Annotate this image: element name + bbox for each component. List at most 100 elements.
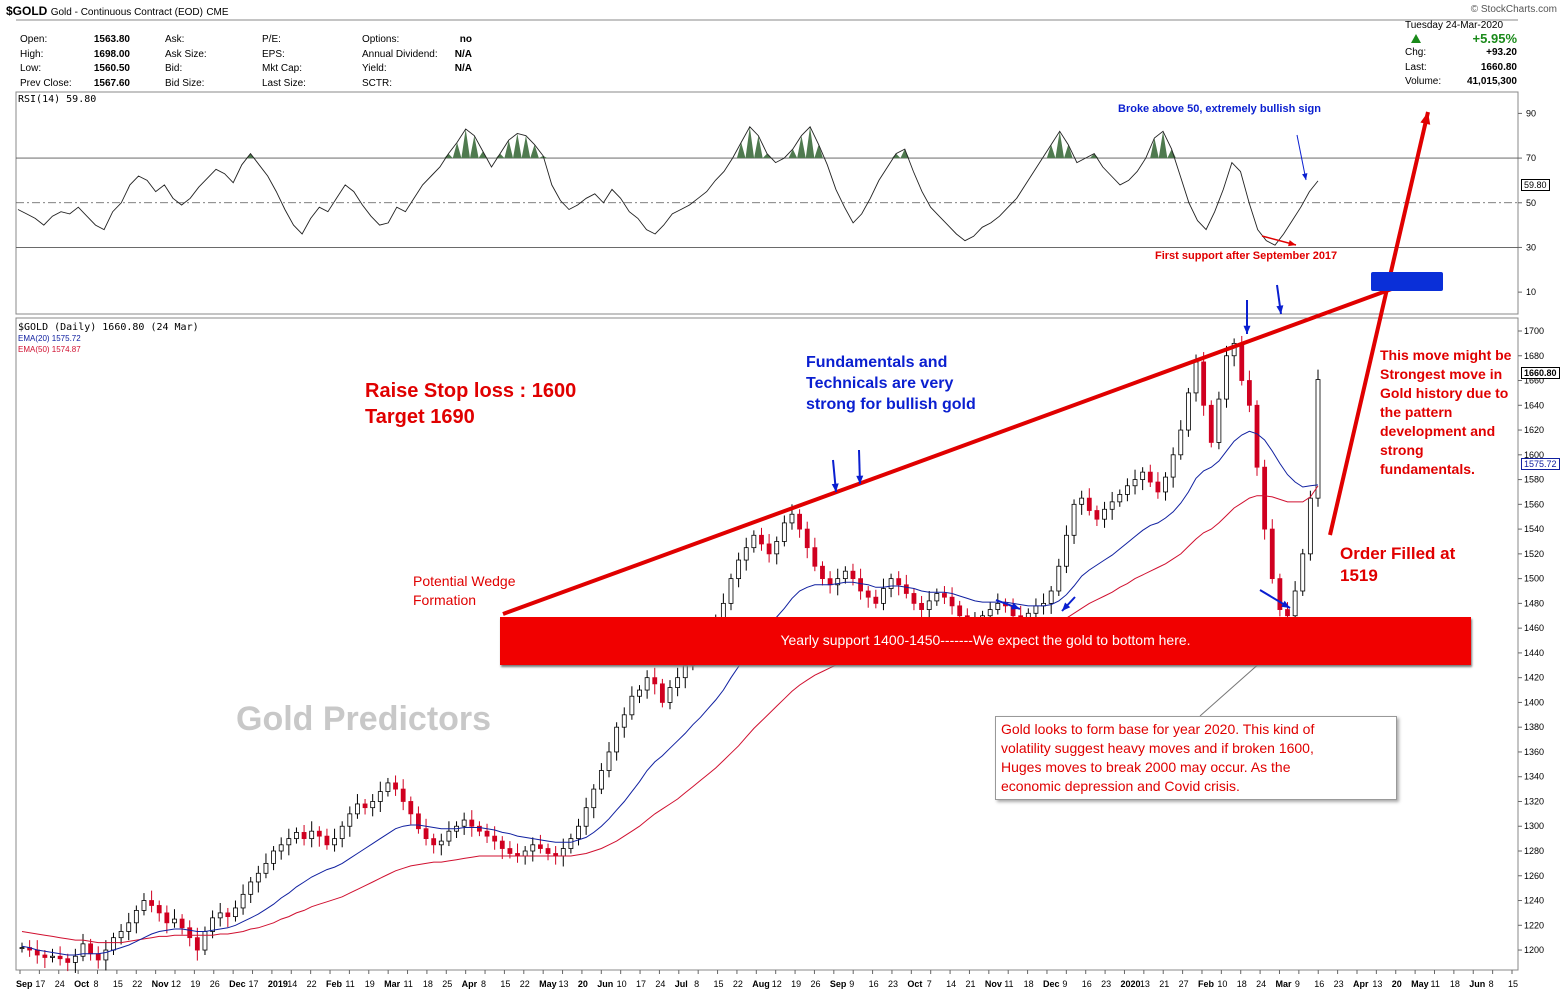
price-tick-label: 1560 [1524, 499, 1544, 509]
price-candle-body [606, 751, 612, 771]
x-tick-label: Apr [1353, 979, 1369, 989]
low-arrow-1-head [1011, 602, 1020, 610]
price-tick-label: 1460 [1524, 623, 1544, 633]
brand: © StockCharts.com [1470, 4, 1557, 15]
pct-change: +5.95% [1472, 31, 1517, 46]
chart-header: $GOLD Gold - Continuous Contract (EOD) C… [0, 0, 1565, 92]
price-candle-body [743, 547, 749, 561]
x-tick-label: 12 [171, 979, 181, 989]
price-candle-body [126, 922, 132, 932]
price-candle-body [88, 943, 94, 955]
rsi-arrow-blue-head [1302, 173, 1308, 180]
x-tick-label: 18 [1024, 979, 1034, 989]
header-field: Prev Close: 1567.60 [20, 78, 130, 93]
ema20-line [21, 430, 1319, 956]
fundamentals-block: P/E: EPS: Mkt Cap: Last Size: [262, 34, 352, 92]
ema-value-tag: 1575.72 [1521, 458, 1560, 470]
x-tick-label: Dec [229, 979, 246, 989]
header-field: EPS: [262, 49, 352, 64]
price-candle-body [1315, 379, 1321, 499]
wedge-note: Potential Wedge Formation [413, 573, 516, 608]
x-tick-label: 11 [404, 979, 413, 989]
header-field: Chg: +93.20 [1405, 47, 1517, 62]
price-tick-label: 1440 [1524, 648, 1544, 658]
base-note-box: Gold looks to form base for year 2020. T… [995, 716, 1397, 800]
x-tick-label: Jul [675, 979, 688, 989]
field-key: Low: [20, 63, 42, 74]
low-arrow-2-head [1062, 602, 1071, 611]
price-candle-body [301, 832, 307, 840]
price-candle-body [499, 840, 505, 849]
field-key: Mkt Cap: [262, 63, 303, 74]
x-tick-label: 20 [578, 979, 588, 989]
x-tick-label: 8 [1489, 979, 1494, 989]
summary-block: Tuesday 24-Mar-2020 +5.95% Chg: +93.20 Las… [1405, 20, 1517, 91]
broke-above-note: Broke above 50, extremely bullish sign [1118, 103, 1321, 115]
price-candle-body [1071, 503, 1077, 536]
x-tick-label: 18 [1450, 979, 1460, 989]
price-candle-body [949, 596, 955, 607]
price-candle-body [156, 905, 162, 914]
x-tick-label: 19 [190, 979, 200, 989]
price-candle-body [263, 862, 269, 874]
target-box [1371, 272, 1443, 291]
target-note: Target 1690 [365, 406, 475, 428]
x-tick-label: 14 [287, 979, 297, 989]
price-candle-body [1155, 481, 1161, 493]
price-candle-body [294, 832, 299, 840]
x-tick-label: 13 [1140, 979, 1150, 989]
price-candle-body [278, 844, 284, 852]
field-key: Chg: [1405, 47, 1427, 58]
summary-date: Tuesday 24-Mar-2020 [1405, 20, 1504, 31]
rsi-tick-label: 10 [1526, 287, 1536, 297]
price-candle-body [911, 593, 917, 604]
price-candle-body [1307, 497, 1313, 555]
price-candle-body [179, 918, 185, 929]
x-tick-label: 20 [1392, 979, 1402, 989]
price-candle-body [919, 602, 924, 610]
strongest-move-note: This move might be Strongest move in Gol… [1380, 347, 1512, 477]
price-candle-body [385, 782, 391, 792]
x-tick-label: 7 [927, 979, 932, 989]
price-candle-body [111, 937, 116, 951]
field-key: Options: [362, 34, 400, 45]
field-key: Ask: [165, 34, 185, 45]
price-candle-body [461, 819, 467, 827]
field-value: 1560.50 [93, 63, 130, 74]
price-candle-body [987, 609, 993, 617]
price-tick-label: 1600 [1524, 450, 1544, 460]
price-candle-body [438, 840, 444, 846]
price-candle-body [431, 838, 437, 846]
header-field: Ask Size: [165, 49, 255, 64]
price-candle-body [1109, 501, 1115, 510]
x-tick-label: Jun [597, 979, 613, 989]
price-candle-body [355, 803, 360, 815]
price-candle-body [522, 850, 528, 857]
price-candle-body [888, 578, 894, 589]
x-tick-label: Mar [384, 979, 401, 989]
breakout-arrow-head [1420, 112, 1431, 125]
price-candle-body [614, 726, 620, 753]
price-candle-body [377, 791, 383, 802]
yearly-support-zone: Yearly support 1400-1450-------We expect… [500, 617, 1471, 665]
price-tick-label: 1680 [1524, 351, 1544, 361]
price-candle-body [19, 947, 25, 949]
rsi-tick-label: 90 [1526, 108, 1536, 118]
price-tick-label: 1520 [1524, 549, 1544, 559]
price-candle-body [362, 803, 368, 809]
price-candle-body [50, 955, 55, 958]
price-candle-body [812, 547, 818, 567]
x-tick-label: Apr [462, 979, 478, 989]
x-tick-label: 23 [888, 979, 898, 989]
x-tick-label: Sep [830, 979, 847, 989]
x-tick-label: May [1411, 979, 1429, 989]
price-candle-body [1269, 528, 1275, 580]
header-field: Low: 1560.50 [20, 63, 130, 78]
price-candle-body [1285, 609, 1290, 617]
x-tick-label: 13 [559, 979, 569, 989]
price-candle-body [42, 954, 48, 958]
price-candle-body [942, 593, 947, 598]
fundamentals-note: Fundamentals and Technicals are very str… [806, 354, 976, 413]
price-candle-body [682, 664, 688, 679]
header-field: Bid: [165, 63, 255, 78]
